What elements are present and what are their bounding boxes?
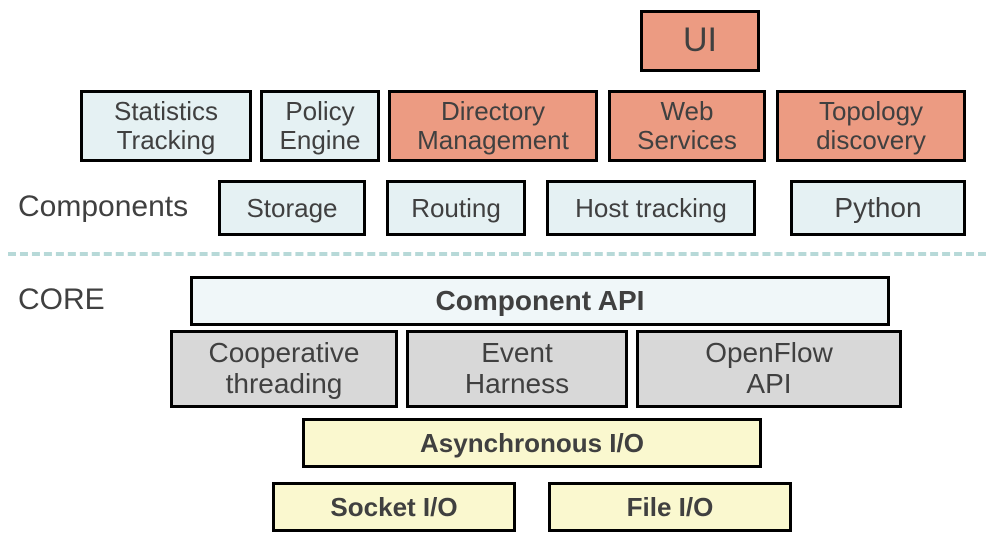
openflow-api-box: OpenFlow API (636, 330, 902, 408)
socket-io-box: Socket I/O (272, 482, 516, 532)
policy-engine-box: Policy Engine (260, 90, 380, 162)
python-text: Python (834, 193, 921, 224)
directory-management-text: Directory Management (417, 97, 569, 154)
cooperative-threading-text: Cooperative threading (209, 338, 360, 400)
policy-engine-text: Policy Engine (280, 97, 361, 154)
file-io-text: File I/O (627, 493, 714, 522)
host-tracking-text: Host tracking (575, 194, 727, 223)
web-services-box: Web Services (608, 90, 766, 162)
ui-box: UI (640, 10, 760, 72)
python-box: Python (790, 180, 966, 236)
core-label: CORE (18, 283, 105, 317)
host-tracking-box: Host tracking (546, 180, 756, 236)
storage-box: Storage (218, 180, 366, 236)
socket-io-text: Socket I/O (330, 493, 457, 522)
directory-management-box: Directory Management (388, 90, 598, 162)
statistics-tracking-text: Statistics Tracking (114, 97, 218, 154)
event-harness-box: Event Harness (406, 330, 628, 408)
openflow-api-text: OpenFlow API (705, 338, 833, 400)
asynchronous-io-text: Asynchronous I/O (420, 429, 644, 458)
component-api-text: Component API (436, 286, 645, 317)
component-api-box: Component API (190, 276, 890, 326)
components-label: Components (18, 190, 188, 224)
routing-box: Routing (386, 180, 526, 236)
components-label-text: Components (18, 190, 188, 224)
web-services-text: Web Services (637, 97, 737, 154)
topology-discovery-box: Topology discovery (776, 90, 966, 162)
core-label-text: CORE (18, 283, 105, 317)
statistics-tracking-box: Statistics Tracking (80, 90, 252, 162)
topology-discovery-text: Topology discovery (816, 97, 926, 154)
ui-text: UI (683, 22, 717, 59)
section-divider (8, 252, 986, 256)
cooperative-threading-box: Cooperative threading (170, 330, 398, 408)
file-io-box: File I/O (548, 482, 792, 532)
storage-text: Storage (246, 194, 337, 223)
routing-text: Routing (411, 194, 501, 223)
asynchronous-io-box: Asynchronous I/O (302, 418, 762, 468)
event-harness-text: Event Harness (465, 338, 569, 400)
